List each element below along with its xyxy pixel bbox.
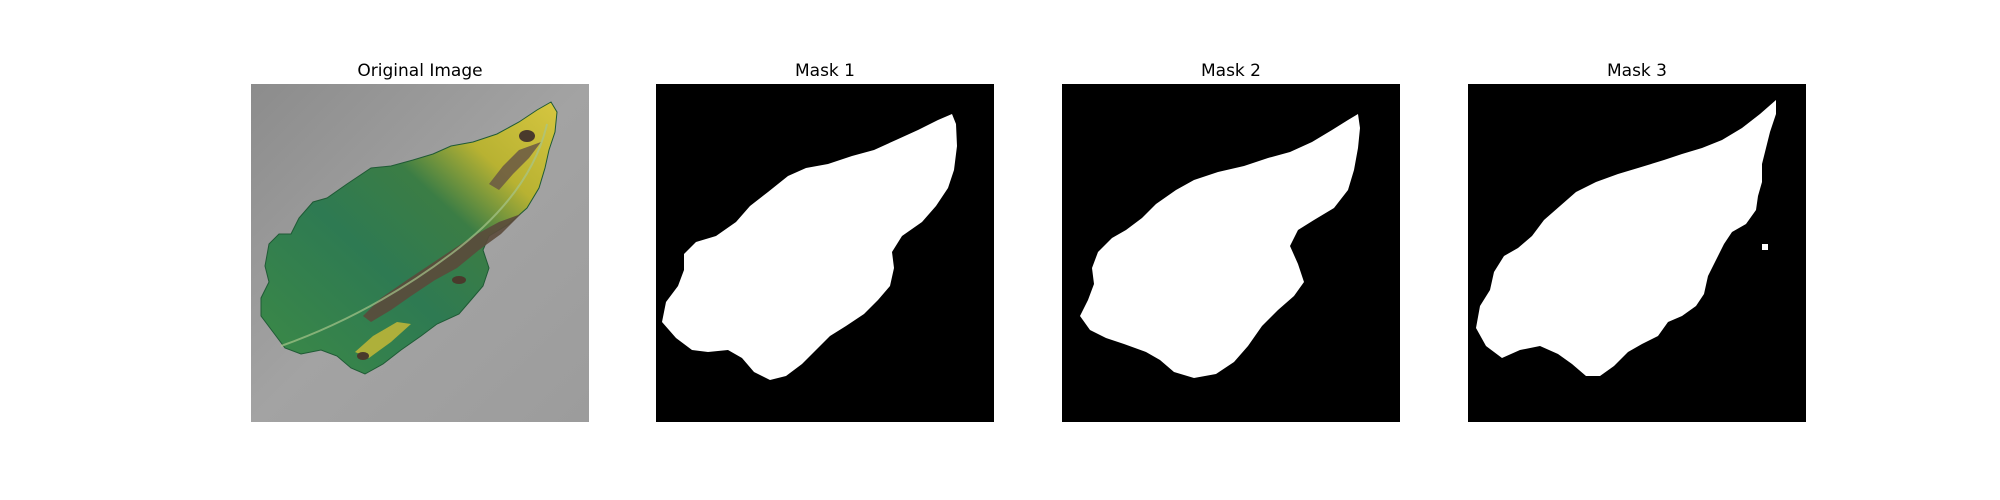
mask-3-panel: Mask 3	[1468, 58, 1806, 422]
mask-3-image	[1468, 84, 1806, 422]
mask-2-panel: Mask 2	[1062, 58, 1400, 422]
leaf-lesion-tip	[489, 142, 541, 190]
mask-3-speck	[1762, 244, 1768, 250]
mask-2-title: Mask 2	[1200, 61, 1261, 81]
leaf-yellow-edge	[355, 322, 411, 358]
mask-1-title: Mask 1	[794, 61, 855, 81]
leaf-lesion-center	[363, 214, 521, 322]
mask-2-image	[1062, 84, 1400, 422]
mask-2-shape	[1080, 114, 1360, 378]
original-image-title: Original Image	[357, 61, 483, 81]
leaf-spot	[357, 352, 369, 360]
mask-1-image	[656, 84, 994, 422]
leaf-midrib	[280, 123, 548, 347]
leaf-spot	[452, 276, 466, 284]
leaf-photo	[251, 84, 589, 422]
mask-1-shape	[662, 114, 957, 380]
mask-3-shape	[1476, 100, 1776, 376]
mask-3-title: Mask 3	[1606, 61, 1667, 81]
leaf-spot	[519, 130, 535, 142]
mask-1-panel: Mask 1	[656, 58, 994, 422]
original-image-panel: Original Image	[251, 58, 589, 422]
mask-3-speck	[1753, 172, 1759, 180]
